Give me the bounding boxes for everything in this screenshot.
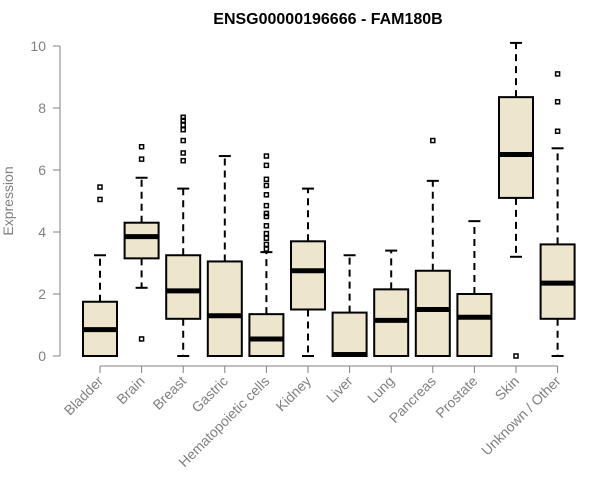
chart-title: ENSG00000196666 - FAM180B [213,11,442,28]
x-tick-label: Breast [149,373,189,413]
y-tick-label: 6 [38,162,46,178]
x-tick-label: Unknown / Other [478,373,564,459]
outlier-point [180,150,186,156]
y-tick-label: 8 [38,100,46,116]
outlier-point [263,176,270,183]
box-iqr [290,240,326,311]
outlier-point [97,184,103,190]
outlier-point [263,213,270,220]
y-tick-label: 2 [38,286,46,302]
x-tick-label: Brain [113,373,147,407]
box-iqr [165,254,202,320]
outlier-point [263,153,270,159]
outlier-point [263,192,270,198]
outlier-point [97,196,103,203]
outlier-point [430,137,436,144]
box-iqr [248,313,285,357]
x-tick-label: Lung [364,373,397,406]
outlier-point [263,230,270,237]
outlier-point [263,210,270,217]
outlier-point [263,202,270,209]
outlier-point [263,162,270,169]
outlier-point [263,235,270,241]
box-iqr [331,311,368,358]
outlier-point [180,137,186,144]
box-group [82,184,118,357]
x-tick-label: Bladder [61,373,107,419]
outlier-point [180,157,186,164]
outlier-point [180,117,186,124]
y-axis-label: Expression [0,166,16,235]
outlier-point [180,126,186,133]
outlier-point [138,336,145,342]
outlier-point [263,223,270,229]
outlier-point [554,71,561,77]
box-group [206,155,243,358]
y-axis: 0 2 4 6 8 10 [30,38,61,364]
outlier-point [263,241,270,248]
box-group [290,187,326,357]
outlier-point [513,353,519,359]
box-group [414,137,451,357]
box-group [539,71,576,357]
box-group [123,144,160,342]
outlier-point [180,114,186,121]
box-group [498,41,534,359]
box-iqr [123,221,160,260]
y-tick-label: 0 [38,348,46,364]
box-iqr [206,260,243,358]
outlier-point [138,156,145,162]
x-tick-label: Skin [492,373,523,404]
box-iqr [456,293,493,357]
outlier-point [180,122,186,128]
y-tick-label: 4 [38,224,46,240]
x-tick-label: Liver [323,373,356,406]
box-iqr [498,96,534,199]
outlier-point [263,246,270,252]
outlier-point [138,144,145,150]
x-tick-label: Kidney [273,373,315,415]
outlier-point [554,99,561,105]
outlier-point [554,128,561,134]
box-series [82,41,576,359]
y-tick-label: 10 [30,38,46,54]
box-iqr [414,269,451,357]
box-group [165,114,202,357]
box-group [373,249,410,358]
box-group [456,220,493,357]
x-tick-label: Prostate [432,373,480,421]
box-group [331,254,368,358]
outlier-point [263,182,270,189]
box-group [248,153,285,357]
